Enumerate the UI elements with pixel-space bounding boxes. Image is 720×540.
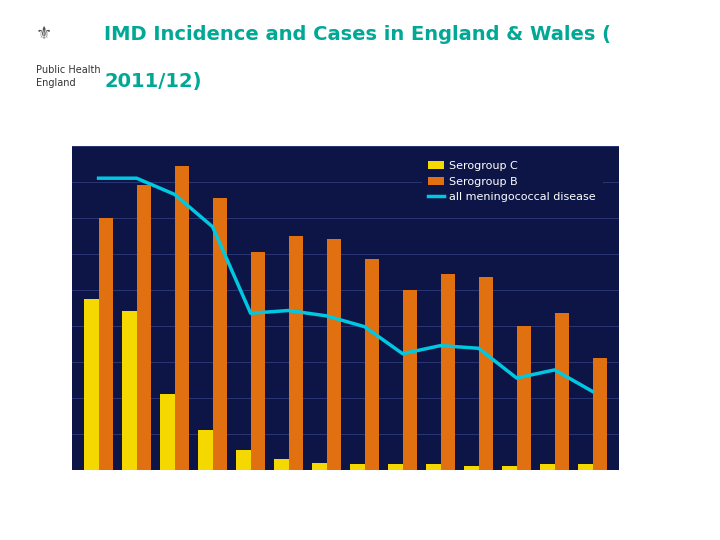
Bar bbox=[517, 326, 531, 470]
Bar bbox=[502, 466, 517, 470]
Bar bbox=[388, 464, 402, 470]
Bar bbox=[540, 464, 554, 470]
Text: ⚜: ⚜ bbox=[36, 25, 52, 43]
Bar bbox=[137, 185, 151, 470]
Bar bbox=[426, 464, 441, 470]
Text: 2011/12): 2011/12) bbox=[104, 72, 202, 91]
Bar bbox=[84, 299, 99, 470]
Bar bbox=[402, 290, 417, 470]
Legend: Serogroup C, Serogroup B, all meningococcal disease: Serogroup C, Serogroup B, all meningococ… bbox=[422, 154, 603, 209]
Text: IMD Incidence and Cases in England & Wales (: IMD Incidence and Cases in England & Wal… bbox=[104, 25, 611, 44]
Text: Public Health
England: Public Health England bbox=[36, 65, 101, 88]
Bar bbox=[212, 198, 227, 470]
Bar bbox=[441, 274, 455, 470]
Bar bbox=[274, 459, 289, 470]
Text: 9: 9 bbox=[13, 518, 24, 532]
Bar bbox=[350, 464, 364, 470]
Bar bbox=[236, 450, 251, 470]
Bar bbox=[364, 259, 379, 470]
Bar bbox=[251, 252, 265, 470]
Bar bbox=[578, 464, 593, 470]
Bar bbox=[479, 277, 493, 470]
Y-axis label: incidence /100,000: incidence /100,000 bbox=[636, 261, 647, 354]
Bar bbox=[289, 236, 303, 470]
Bar bbox=[175, 166, 189, 470]
Bar bbox=[593, 358, 607, 470]
Bar bbox=[327, 239, 341, 470]
Bar bbox=[554, 313, 569, 470]
Bar bbox=[312, 463, 327, 470]
Bar bbox=[160, 394, 175, 470]
Bar bbox=[198, 430, 212, 470]
Bar bbox=[122, 312, 137, 470]
Bar bbox=[99, 218, 113, 470]
Bar bbox=[464, 466, 479, 470]
